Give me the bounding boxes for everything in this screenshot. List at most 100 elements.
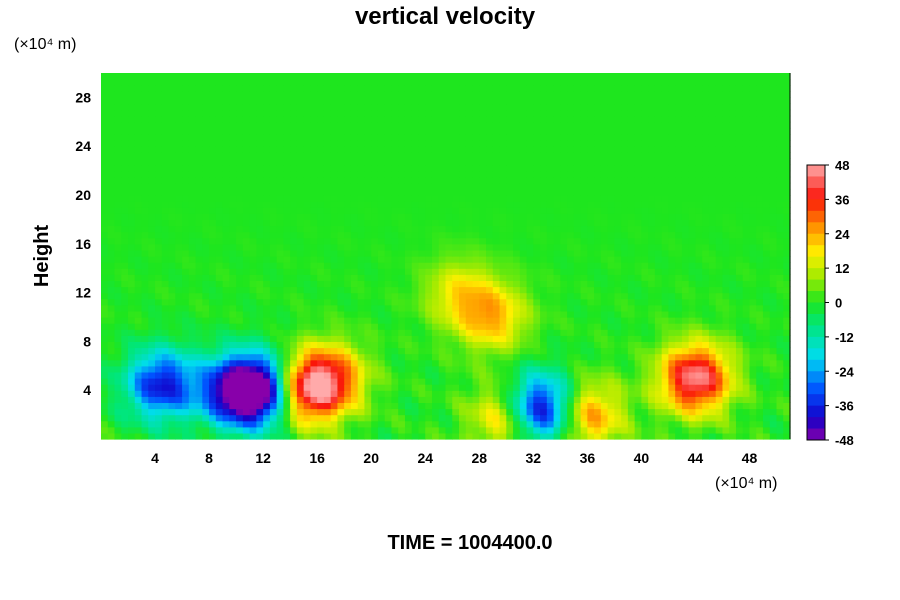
heatmap-cell (276, 365, 284, 373)
heatmap-cell (404, 164, 413, 172)
heatmap-cell (573, 237, 582, 245)
heatmap-cell (209, 402, 217, 410)
heatmap-cell (155, 256, 163, 263)
heatmap-cell (425, 262, 433, 269)
heatmap-cell (357, 152, 366, 159)
heatmap-cell (283, 140, 291, 147)
heatmap-cell (161, 323, 170, 330)
heatmap-cell (600, 414, 609, 422)
heatmap-cell (404, 414, 413, 422)
heatmap-cell (735, 347, 744, 355)
heatmap-cell (661, 170, 670, 178)
heatmap-cell (546, 426, 555, 434)
heatmap-cell (769, 365, 778, 373)
heatmap-cell (121, 359, 129, 367)
heatmap-cell (236, 341, 244, 349)
heatmap-cell (519, 310, 528, 318)
heatmap-cell (567, 317, 575, 324)
heatmap-cell (722, 396, 730, 403)
heatmap-cell (128, 146, 136, 153)
heatmap-cell (148, 170, 156, 178)
heatmap-cell (708, 176, 717, 184)
heatmap-cell (729, 140, 737, 147)
heatmap-cell (459, 201, 467, 208)
heatmap-cell (188, 274, 197, 281)
heatmap-cell (384, 292, 393, 300)
heatmap-cell (195, 176, 203, 184)
heatmap-cell (573, 304, 582, 312)
heatmap-cell (695, 152, 703, 159)
heatmap-cell (513, 213, 521, 220)
heatmap-cell (384, 402, 393, 410)
heatmap-cell (607, 335, 615, 342)
heatmap-cell (661, 140, 670, 147)
heatmap-cell (702, 414, 710, 422)
heatmap-cell (445, 243, 453, 251)
heatmap-cell (783, 243, 791, 251)
heatmap-cell (371, 188, 379, 196)
heatmap-cell (702, 390, 710, 397)
heatmap-cell (404, 335, 413, 342)
heatmap-cell (587, 378, 595, 385)
heatmap-cell (438, 256, 447, 263)
heatmap-cell (330, 432, 339, 440)
heatmap-cell (560, 146, 568, 153)
heatmap-cell (128, 280, 136, 288)
heatmap-cell (303, 207, 311, 214)
heatmap-cell (688, 298, 697, 306)
heatmap-cell (715, 402, 724, 410)
heatmap-cell (101, 274, 109, 281)
heatmap-cell (708, 378, 717, 385)
heatmap-cell (668, 390, 676, 397)
heatmap-cell (242, 371, 251, 379)
heatmap-cell (296, 390, 305, 397)
heatmap-cell (182, 335, 190, 342)
heatmap-cell (364, 164, 372, 172)
heatmap-cell (418, 341, 426, 349)
heatmap-cell (195, 219, 203, 227)
heatmap-cell (161, 140, 170, 147)
heatmap-cell (486, 140, 494, 147)
heatmap-cell (715, 170, 724, 178)
heatmap-cell (377, 231, 386, 239)
heatmap-cell (702, 237, 710, 245)
heatmap-cell (425, 268, 433, 275)
heatmap-cell (587, 323, 595, 330)
heatmap-cell (634, 286, 642, 294)
heatmap-cell (236, 195, 244, 202)
heatmap-cell (762, 176, 771, 184)
heatmap-cell (269, 195, 278, 202)
heatmap-cell (594, 256, 602, 263)
heatmap-cell (600, 378, 609, 385)
heatmap-cell (364, 225, 372, 233)
heatmap-cell (668, 164, 676, 172)
heatmap-cell (769, 420, 778, 428)
heatmap-cell (425, 225, 433, 233)
heatmap-cell (722, 365, 730, 373)
heatmap-cell (222, 432, 230, 440)
heatmap-cell (411, 274, 420, 281)
heatmap-cell (337, 329, 345, 336)
heatmap-cell (567, 207, 575, 214)
heatmap-cell (431, 213, 440, 220)
heatmap-cell (735, 359, 744, 367)
heatmap-cell (249, 396, 257, 403)
heatmap-cell (371, 371, 379, 379)
heatmap-cell (614, 298, 622, 306)
heatmap-cell (134, 426, 143, 434)
heatmap-cell (303, 140, 311, 147)
heatmap-cell (155, 371, 163, 379)
heatmap-cell (513, 286, 521, 294)
heatmap-cell (735, 426, 744, 434)
heatmap-cell (573, 432, 582, 440)
heatmap-cell (215, 359, 224, 367)
heatmap-cell (668, 207, 676, 214)
heatmap-cell (222, 347, 230, 355)
heatmap-cell (141, 195, 149, 202)
heatmap-cell (681, 268, 690, 275)
heatmap-cell (722, 237, 730, 245)
heatmap-cell (310, 359, 318, 367)
heatmap-cell (195, 231, 203, 239)
heatmap-cell (627, 426, 636, 434)
heatmap-cell (182, 390, 190, 397)
